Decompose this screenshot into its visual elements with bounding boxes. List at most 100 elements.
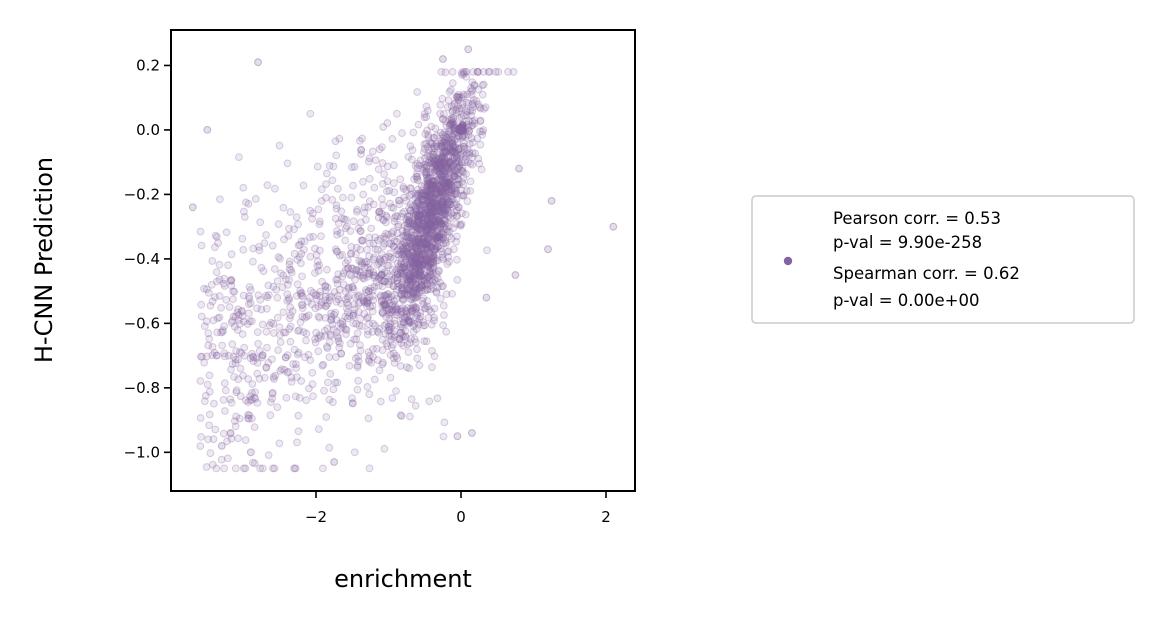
scatter-point (430, 144, 439, 153)
scatter-point (424, 212, 432, 221)
scatter-point (263, 293, 272, 302)
scatter-point (403, 244, 411, 253)
scatter-point (455, 203, 463, 212)
scatter-point (407, 257, 416, 266)
scatter-point (373, 327, 382, 336)
scatter-point (476, 127, 484, 136)
scatter-point (406, 318, 415, 327)
scatter-point (433, 206, 442, 215)
scatter-point (250, 423, 259, 432)
scatter-point (474, 85, 483, 94)
y-tick-label: 0.2 (136, 56, 160, 74)
scatter-point (413, 252, 422, 261)
scatter-point (438, 253, 447, 262)
scatter-point (429, 261, 438, 270)
scatter-point (412, 243, 421, 252)
scatter-point (418, 297, 427, 305)
scatter-point (220, 274, 229, 283)
scatter-point (347, 271, 356, 280)
scatter-point (423, 237, 432, 246)
scatter-point (429, 181, 438, 190)
scatter-point (458, 178, 466, 186)
scatter-point (440, 147, 449, 155)
scatter-point (426, 281, 435, 290)
scatter-point (401, 239, 409, 247)
scatter-point (383, 119, 392, 127)
scatter-point (441, 182, 450, 191)
scatter-point (459, 168, 468, 177)
scatter-point (197, 300, 206, 309)
scatter-point (409, 219, 418, 228)
scatter-point (385, 331, 394, 340)
scatter-point (609, 222, 618, 231)
scatter-point (257, 305, 266, 314)
scatter-point (345, 362, 354, 370)
scatter-point (427, 229, 435, 238)
scatter-point (205, 371, 214, 380)
scatter-point (423, 196, 432, 204)
scatter-point (390, 217, 399, 226)
scatter-point (433, 176, 442, 184)
scatter-point (438, 155, 447, 164)
scatter-point (217, 442, 226, 450)
scatter-point (440, 152, 449, 161)
scatter-point (428, 165, 437, 173)
scatter-point (424, 158, 433, 167)
scatter-point (421, 304, 430, 312)
scatter-point (397, 258, 405, 267)
scatter-point (462, 98, 471, 107)
scatter-point (424, 225, 433, 233)
scatter-point (430, 204, 439, 212)
scatter-point (381, 329, 390, 338)
scatter-point (447, 116, 456, 125)
scatter-point (433, 195, 442, 204)
scatter-point (441, 206, 450, 214)
scatter-point (438, 198, 447, 207)
scatter-point (426, 211, 434, 220)
scatter-point (428, 180, 437, 189)
scatter-point (462, 110, 471, 119)
scatter-point (398, 269, 407, 278)
scatter-point (210, 399, 218, 408)
scatter-point (470, 81, 479, 90)
scatter-point (315, 313, 324, 322)
scatter-point (205, 335, 214, 343)
scatter-point (414, 176, 422, 185)
scatter-point (425, 267, 434, 276)
scatter-point (454, 93, 463, 102)
scatter-point (441, 157, 450, 166)
scatter-point (246, 448, 255, 457)
scatter-point (406, 263, 415, 272)
scatter-point (313, 162, 322, 171)
scatter-point (411, 401, 420, 410)
scatter-point (335, 134, 344, 143)
scatter-point (208, 460, 217, 469)
scatter-point (425, 272, 434, 280)
scatter-point (378, 180, 387, 188)
scatter-point (425, 276, 434, 285)
scatter-point (397, 320, 405, 329)
scatter-point (433, 202, 442, 211)
scatter-point (423, 200, 431, 208)
scatter-point (422, 163, 431, 171)
scatter-point (227, 398, 236, 407)
scatter-point (464, 99, 473, 108)
legend-marker (783, 256, 793, 266)
scatter-point (426, 258, 435, 266)
scatter-point (444, 160, 453, 169)
scatter-point (453, 154, 461, 163)
scatter-point (299, 328, 308, 336)
scatter-point (454, 175, 463, 184)
scatter-point (468, 121, 477, 130)
scatter-point (412, 208, 421, 216)
scatter-point (432, 161, 441, 170)
scatter-point (317, 332, 325, 341)
scatter-point (220, 282, 229, 290)
scatter-point (386, 325, 394, 334)
scatter-point (434, 191, 443, 200)
scatter-point (434, 164, 443, 173)
scatter-point (416, 308, 425, 317)
scatter-point (453, 432, 462, 441)
scatter-point (407, 240, 415, 248)
scatter-point (196, 227, 205, 236)
